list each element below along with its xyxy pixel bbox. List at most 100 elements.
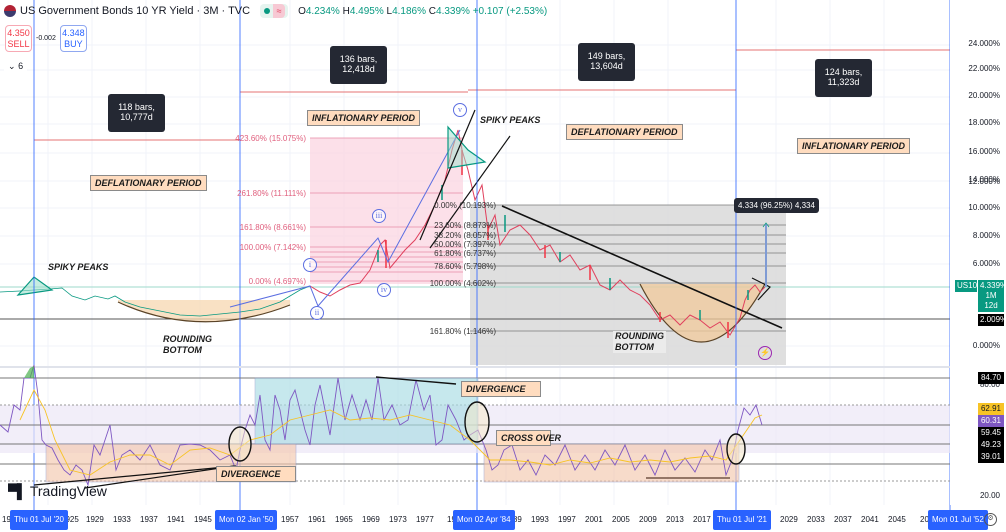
time-tick: 1933 (113, 515, 131, 524)
buy-button[interactable]: 4.348 BUY (59, 25, 87, 52)
price-tick: 12.000% (968, 177, 1000, 186)
fib-ext-level-4236: 423.60% (15.075%) (235, 134, 306, 143)
fib-ext-level-0: 0.00% (4.697%) (248, 277, 306, 286)
time-tick: 19 (447, 515, 456, 524)
rsi-tick: 20.00 (979, 491, 1000, 500)
price-axis[interactable]: 24.000% 22.000% 20.000% 18.000% 16.000% … (950, 0, 1006, 505)
price-tick: 14.000% (968, 175, 1000, 184)
time-tick: 1977 (416, 515, 434, 524)
fib-ret-level-1618: 161.80% (1.146%) (429, 327, 496, 336)
time-tick: 1945 (194, 515, 212, 524)
fib-ext-level-100: 100.00% (7.142%) (239, 243, 306, 252)
price-tick: 8.000% (972, 231, 1000, 240)
price-tick: 20.000% (968, 91, 1000, 100)
fib-ret-level-100: 100.00% (4.602%) (429, 279, 496, 288)
divergence-label-2[interactable]: DIVERGENCE (461, 381, 541, 397)
time-tick: 2045 (888, 515, 906, 524)
bars-range-box-2[interactable]: 136 bars, 12,418d (330, 46, 387, 84)
market-status[interactable]: ≈ (260, 4, 289, 18)
inflationary-period-label-2[interactable]: INFLATIONARY PERIOD (797, 138, 911, 154)
chevron-down-icon: ⌄ (8, 61, 16, 71)
delayed-data-icon: ≈ (273, 4, 286, 18)
cross-over-label[interactable]: CROSS OVER (496, 430, 561, 446)
time-tick: 2033 (807, 515, 825, 524)
tradingview-logo-icon: ▀▌ (8, 483, 27, 499)
time-tick: 2017 (693, 515, 711, 524)
fib-ext-level-2618: 261.80% (11.111%) (237, 189, 306, 198)
symbol-header: US Government Bonds 10 YR Yield · 3M · T… (4, 3, 547, 19)
price-tick: 22.000% (968, 64, 1000, 73)
time-tick: 2009 (639, 515, 657, 524)
time-tick: 1961 (308, 515, 326, 524)
bars-range-box-4[interactable]: 124 bars, 11,323d (815, 59, 872, 97)
bars-range-box-1[interactable]: 118 bars, 10,777d (108, 94, 165, 132)
fib-ret-level-382: 38.20% (8.057%) (434, 231, 496, 240)
ohlc-values: O4.234% H4.495% L4.186% C4.339% +0.107 (… (298, 5, 548, 17)
time-tick: 20 (920, 515, 929, 524)
market-open-dot-icon (264, 8, 271, 14)
spiky-peaks-label-2[interactable]: SPIKY PEAKS (480, 115, 541, 125)
trade-panel: 4.350 SELL -0.002 4.348 BUY (5, 25, 87, 52)
time-tick: 1937 (140, 515, 158, 524)
tradingview-logo[interactable]: ▀▌ TradingView (8, 483, 107, 499)
price-tick: 18.000% (968, 118, 1000, 127)
time-tick: 2041 (861, 515, 879, 524)
price-tick: 6.000% (972, 259, 1000, 268)
time-badge-1950: Mon 02 Jan '50 (215, 510, 278, 530)
time-tick: 19 (2, 515, 11, 524)
rsi-level-badge: 39.01 (978, 451, 1004, 463)
time-tick: 1929 (86, 515, 104, 524)
time-tick: 1941 (167, 515, 185, 524)
rsi-level-badge: 59.45 (978, 427, 1004, 439)
fib-ret-level-236: 23.60% (8.873%) (434, 221, 496, 230)
symbol-title[interactable]: US Government Bonds 10 YR Yield · 3M · T… (20, 5, 251, 17)
rsi-value-badge: 60.31 (978, 415, 1004, 427)
time-tick: 1957 (281, 515, 299, 524)
time-badge-2052: Mon 01 Jul '52 (928, 510, 988, 530)
price-tick: 10.000% (968, 203, 1000, 212)
fib-ret-level-50: 50.00% (7.397%) (434, 240, 496, 249)
gear-icon[interactable]: ⚙ (984, 513, 997, 526)
divergence-label-1[interactable]: DIVERGENCE (216, 466, 296, 482)
fib-ret-level-618: 61.80% (6.737%) (434, 249, 496, 258)
deflationary-period-label-1[interactable]: DEFLATIONARY PERIOD (90, 175, 207, 191)
time-tick: 2037 (834, 515, 852, 524)
rounding-bottom-label-1[interactable]: ROUNDING BOTTOM (163, 334, 212, 355)
time-badge-1920: Thu 01 Jul '20 (10, 510, 69, 530)
time-tick: 2013 (666, 515, 684, 524)
time-tick: 1969 (362, 515, 380, 524)
fib-ret-level-786: 78.60% (5.798%) (434, 262, 496, 271)
wave-label-iv[interactable]: iv (377, 283, 391, 297)
sell-button[interactable]: 4.350 SELL (5, 25, 32, 52)
spread-value: -0.002 (36, 35, 56, 42)
wave-label-i[interactable]: i (303, 258, 317, 272)
wave-label-iii[interactable]: iii (372, 209, 386, 223)
time-tick: 1993 (531, 515, 549, 524)
deflationary-period-label-2[interactable]: DEFLATIONARY PERIOD (566, 124, 683, 140)
rounding-bottom-label-2[interactable]: ROUNDING BOTTOM (613, 331, 666, 353)
spiky-peaks-label-1[interactable]: SPIKY PEAKS (48, 262, 109, 272)
wave-label-v[interactable]: v (453, 103, 467, 117)
flash-event-icon[interactable]: ⚡ (758, 346, 772, 360)
price-tick: 16.000% (968, 147, 1000, 156)
price-tick: 24.000% (968, 39, 1000, 48)
bars-range-box-3[interactable]: 149 bars, 13,604d (578, 43, 635, 81)
symbol-badge: US10Y (955, 280, 983, 292)
rsi-badge: 84.70 (978, 372, 1004, 384)
time-tick: 1973 (389, 515, 407, 524)
time-axis[interactable]: 19 1925 1929 1933 1937 1941 1945 3 1957 … (0, 510, 1006, 532)
us-flag-icon (4, 5, 16, 17)
time-tick: 1997 (558, 515, 576, 524)
indicators-collapse-button[interactable]: ⌄ 6 (4, 60, 28, 73)
time-badge-2021: Thu 01 Jul '21 (713, 510, 772, 530)
last-price-badge: 4.339% 1M 12d (978, 280, 1006, 312)
time-tick: 1965 (335, 515, 353, 524)
wave-label-ii[interactable]: ii (310, 306, 324, 320)
inflationary-period-label-1[interactable]: INFLATIONARY PERIOD (307, 110, 421, 126)
time-badge-1984: Mon 02 Apr '84 (453, 510, 515, 530)
crosshair-price-badge: 2.009% (978, 314, 1006, 326)
price-range-measure[interactable]: 4.334 (96.25%) 4,334 (734, 198, 819, 213)
fib-ext-level-1618: 161.80% (8.661%) (239, 223, 306, 232)
rsi-level-badge: 49.23 (978, 439, 1004, 451)
